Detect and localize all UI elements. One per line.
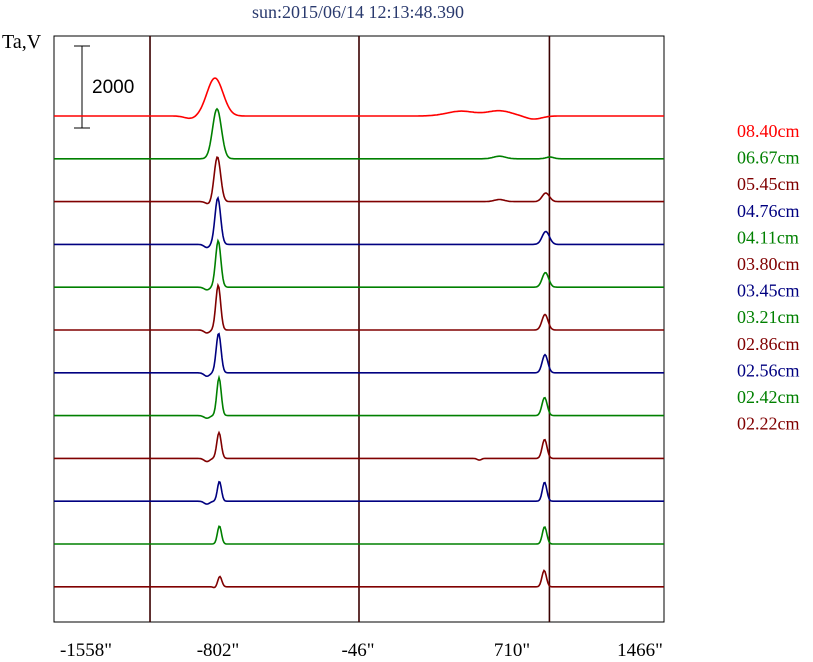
series-line-04.11cm: [54, 238, 664, 291]
legend-entry: 05.45cm: [737, 174, 800, 194]
scale-bar-label: 2000: [92, 77, 134, 98]
series-line-04.76cm: [54, 195, 664, 249]
series-line-02.22cm: [54, 569, 664, 589]
series-line-02.86cm: [54, 430, 664, 463]
series-line-02.42cm: [54, 525, 664, 545]
x-tick-label: -46": [341, 640, 374, 661]
legend-entry: 06.67cm: [737, 148, 800, 168]
legend-entry: 02.56cm: [737, 360, 800, 380]
legend-entry: 02.22cm: [737, 414, 800, 434]
legend-entry: 04.76cm: [737, 201, 800, 221]
series-line-05.45cm: [54, 156, 664, 205]
series-line-03.21cm: [54, 374, 664, 420]
chart-title: sun:2015/06/14 12:13:48.390: [252, 2, 464, 22]
x-tick-label: -1558": [60, 640, 112, 661]
legend-entry: 03.80cm: [737, 254, 800, 274]
x-tick-label: 710": [494, 640, 530, 661]
legend-entry: 03.21cm: [737, 307, 800, 327]
series-line-06.67cm: [54, 107, 664, 160]
x-tick-label: -802": [197, 640, 240, 661]
legend-entry: 08.40cm: [737, 121, 800, 141]
legend-entry: 03.45cm: [737, 281, 800, 301]
x-tick-labels: -1558" -802" -46" 710" 1466": [60, 640, 663, 661]
y-axis-label: Ta,V: [2, 31, 42, 53]
scale-bar: 2000: [74, 45, 134, 129]
legend-entry: 02.86cm: [737, 334, 800, 354]
series-line-03.80cm: [54, 282, 664, 334]
series-line-08.40cm: [54, 77, 664, 120]
series-line-03.45cm: [54, 332, 664, 378]
legend: 08.40cm 06.67cm 05.45cm 04.76cm 04.11cm 03.80…: [737, 121, 800, 434]
x-tick-label: 1466": [617, 640, 663, 661]
legend-entry: 02.42cm: [737, 387, 800, 407]
series-lines: [54, 77, 664, 589]
series-line-02.56cm: [54, 480, 664, 505]
vertical-markers: [149, 36, 551, 622]
legend-entry: 04.11cm: [737, 227, 799, 247]
